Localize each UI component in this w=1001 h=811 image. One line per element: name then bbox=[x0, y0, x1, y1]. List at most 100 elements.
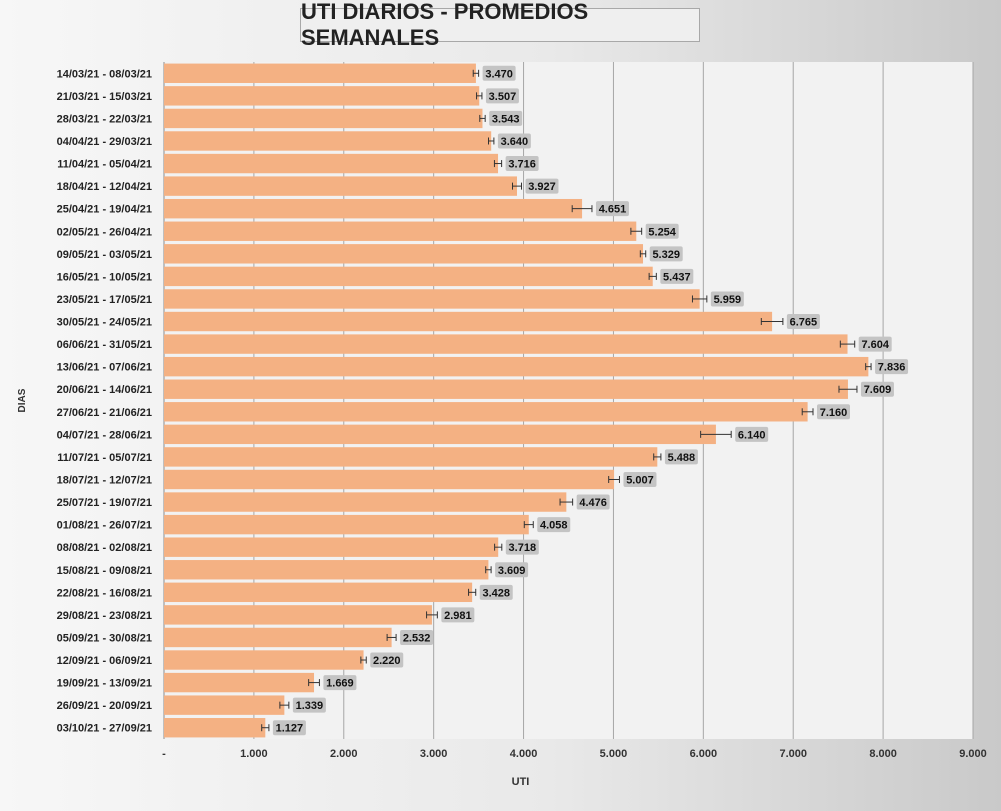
bar bbox=[164, 63, 476, 83]
data-label: 5.007 bbox=[626, 474, 654, 486]
data-label-box bbox=[860, 381, 894, 397]
data-label: 1.339 bbox=[296, 700, 324, 712]
data-label-box bbox=[576, 494, 610, 510]
data-label-box bbox=[649, 246, 683, 262]
data-label-box bbox=[623, 471, 657, 487]
category-label: 01/08/21 - 26/07/21 bbox=[57, 520, 152, 532]
category-label: 16/05/21 - 10/05/21 bbox=[57, 271, 152, 283]
plot-area bbox=[164, 62, 973, 739]
data-label-box bbox=[479, 584, 513, 600]
data-label-box bbox=[485, 88, 519, 104]
bar bbox=[164, 537, 499, 557]
data-label: 3.640 bbox=[501, 136, 529, 148]
bar bbox=[164, 447, 658, 467]
category-label: 28/03/21 - 22/03/21 bbox=[57, 113, 152, 125]
bar bbox=[164, 108, 483, 129]
bar bbox=[164, 582, 473, 603]
bar bbox=[164, 492, 567, 512]
bar bbox=[164, 289, 700, 309]
data-label: 7.604 bbox=[861, 339, 889, 351]
x-tick-label: 8.000 bbox=[869, 748, 897, 760]
data-label-box bbox=[525, 178, 559, 194]
data-label: 3.507 bbox=[489, 91, 517, 103]
bar bbox=[164, 311, 773, 332]
data-label-box bbox=[816, 404, 850, 420]
bar bbox=[164, 560, 489, 580]
bar bbox=[164, 334, 848, 354]
category-label: 11/04/21 - 05/04/21 bbox=[57, 159, 152, 171]
category-label: 22/08/21 - 16/08/21 bbox=[57, 587, 152, 599]
category-label: 25/07/21 - 19/07/21 bbox=[57, 497, 152, 509]
category-label: 26/09/21 - 20/09/21 bbox=[57, 700, 152, 712]
bar bbox=[164, 695, 285, 715]
data-label-box bbox=[786, 314, 820, 330]
x-tick-label: - bbox=[162, 748, 166, 760]
data-label-box bbox=[441, 607, 475, 623]
data-label: 3.927 bbox=[528, 181, 556, 193]
category-label: 11/07/21 - 05/07/21 bbox=[57, 452, 152, 464]
x-tick-label: 3.000 bbox=[420, 748, 448, 760]
data-label-box bbox=[735, 426, 769, 442]
data-label-box bbox=[272, 720, 306, 736]
category-label: 04/07/21 - 28/06/21 bbox=[57, 429, 152, 441]
bar bbox=[164, 86, 480, 106]
bar bbox=[164, 356, 869, 377]
data-label: 1.669 bbox=[326, 678, 354, 690]
category-label: 03/10/21 - 27/09/21 bbox=[57, 723, 152, 735]
data-label: 3.428 bbox=[482, 587, 510, 599]
category-label: 21/03/21 - 15/03/21 bbox=[57, 91, 152, 103]
data-label-box bbox=[858, 336, 892, 352]
data-label: 3.609 bbox=[498, 565, 526, 577]
x-tick-label: 1.000 bbox=[240, 748, 268, 760]
data-label-box bbox=[645, 223, 679, 239]
data-label: 3.470 bbox=[485, 68, 513, 80]
data-label: 5.437 bbox=[663, 271, 691, 283]
data-label: 6.140 bbox=[738, 429, 766, 441]
data-label-box bbox=[495, 562, 529, 578]
data-label: 1.127 bbox=[276, 723, 304, 735]
bar bbox=[164, 718, 266, 738]
data-label: 7.609 bbox=[864, 384, 892, 396]
category-label: 29/08/21 - 23/08/21 bbox=[57, 610, 152, 622]
bar bbox=[164, 650, 364, 670]
category-label: 20/06/21 - 14/06/21 bbox=[57, 384, 152, 396]
category-label: 19/09/21 - 13/09/21 bbox=[57, 678, 152, 690]
category-label: 18/07/21 - 12/07/21 bbox=[57, 474, 152, 486]
data-label: 7.836 bbox=[878, 362, 906, 374]
data-label-box bbox=[497, 133, 531, 149]
data-label-box bbox=[875, 359, 909, 375]
data-label-box bbox=[292, 697, 326, 713]
data-label: 2.220 bbox=[373, 655, 401, 667]
data-label: 5.959 bbox=[714, 294, 742, 306]
category-label: 13/06/21 - 07/06/21 bbox=[57, 362, 152, 374]
category-label: 18/04/21 - 12/04/21 bbox=[57, 181, 152, 193]
data-label-box bbox=[505, 539, 539, 555]
data-label-box bbox=[595, 201, 629, 217]
bar bbox=[164, 402, 808, 422]
category-label: 25/04/21 - 19/04/21 bbox=[57, 204, 152, 216]
category-label: 23/05/21 - 17/05/21 bbox=[57, 294, 152, 306]
bar bbox=[164, 379, 848, 399]
data-label-box bbox=[489, 110, 523, 126]
data-label: 4.476 bbox=[579, 497, 607, 509]
bar bbox=[164, 266, 653, 287]
bar bbox=[164, 514, 529, 535]
x-tick-label: 7.000 bbox=[779, 748, 807, 760]
bar bbox=[164, 244, 644, 264]
data-label-box bbox=[482, 65, 516, 81]
bar bbox=[164, 672, 315, 693]
data-label: 5.329 bbox=[652, 249, 680, 261]
category-label: 05/09/21 - 30/08/21 bbox=[57, 632, 152, 644]
x-tick-label: 2.000 bbox=[330, 748, 358, 760]
category-label: 08/08/21 - 02/08/21 bbox=[57, 542, 152, 554]
category-label: 06/06/21 - 31/05/21 bbox=[57, 339, 152, 351]
data-label: 2.532 bbox=[403, 632, 431, 644]
bar bbox=[164, 627, 392, 648]
data-label: 4.651 bbox=[599, 204, 627, 216]
category-label: 02/05/21 - 26/04/21 bbox=[57, 226, 152, 238]
data-label: 3.543 bbox=[492, 113, 520, 125]
bar bbox=[164, 176, 517, 196]
category-label: 27/06/21 - 21/06/21 bbox=[57, 407, 152, 419]
